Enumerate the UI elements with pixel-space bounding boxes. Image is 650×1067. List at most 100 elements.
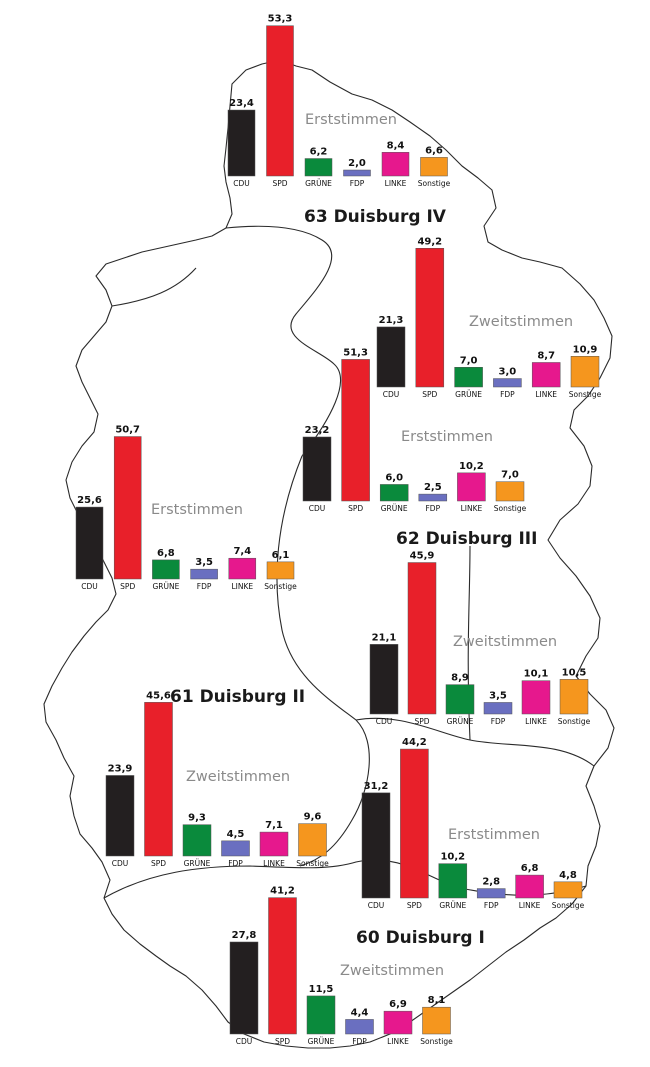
chart-60-zweitstimmen-bar-sonstige <box>422 1006 451 1035</box>
chart-61-zweitstimmen-title: Zweitstimmen <box>186 769 290 785</box>
chart-63-erststimmen-label-sonstige: Sonstige <box>418 179 451 188</box>
chart-63-erststimmen-value-gruene: 6,2 <box>310 147 328 158</box>
chart-60-erststimmen-value-cdu: 31,2 <box>364 781 389 792</box>
chart-63-erststimmen-bar-cdu <box>227 109 256 177</box>
chart-62-zweitstimmen-title: Zweitstimmen <box>453 634 557 650</box>
chart-61-erststimmen-label-sonstige: Sonstige <box>264 582 297 591</box>
chart-63-zweitstimmen-value-linke: 8,7 <box>537 350 555 361</box>
chart-60-zweitstimmen-bar-linke <box>383 1010 413 1035</box>
chart-60-zweitstimmen-bar-cdu <box>229 941 259 1035</box>
chart-60-zweitstimmen-bar-spd <box>268 897 297 1035</box>
chart-63-zweitstimmen-label-sonstige: Sonstige <box>569 390 602 399</box>
chart-63-zweitstimmen-label-fdp: FDP <box>500 390 515 399</box>
chart-63-zweitstimmen-title: Zweitstimmen <box>469 314 573 330</box>
chart-62-erststimmen-bar-sonstige <box>495 481 525 502</box>
chart-61-erststimmen: Erststimmen 25,6 CDU 50,7 SPD 6,8 GRÜNE 3,5 FDP 7… <box>75 425 297 591</box>
chart-61-zweitstimmen-label-linke: LINKE <box>263 859 285 868</box>
district-label-62: 62 Duisburg III <box>396 529 537 549</box>
chart-61-erststimmen-label-cdu: CDU <box>81 582 98 591</box>
chart-62-erststimmen-label-sonstige: Sonstige <box>494 504 527 513</box>
chart-62-erststimmen-label-spd: SPD <box>348 504 363 513</box>
city-outer-boundary <box>43 59 615 1049</box>
chart-62-erststimmen-bar-cdu <box>302 436 332 502</box>
chart-60-zweitstimmen-value-sonstige: 8,1 <box>428 995 446 1006</box>
chart-62-erststimmen-label-gruene: GRÜNE <box>381 504 408 513</box>
chart-62-zweitstimmen-label-linke: LINKE <box>525 717 547 726</box>
chart-62-erststimmen-value-cdu: 23,2 <box>305 425 330 436</box>
chart-63-erststimmen-label-spd: SPD <box>272 179 287 188</box>
chart-61-zweitstimmen-value-linke: 7,1 <box>265 820 283 831</box>
chart-62-erststimmen-bar-linke <box>457 472 486 502</box>
chart-61-erststimmen-label-gruene: GRÜNE <box>152 582 179 591</box>
chart-62-erststimmen-value-sonstige: 7,0 <box>501 470 519 481</box>
chart-61-erststimmen-bar-spd <box>113 436 142 580</box>
chart-63-zweitstimmen-label-linke: LINKE <box>535 390 557 399</box>
chart-60-erststimmen-bar-linke <box>515 874 544 899</box>
chart-61-erststimmen-bar-linke <box>228 557 257 580</box>
chart-63-erststimmen-title: Erststimmen <box>305 112 397 128</box>
chart-61-zweitstimmen-value-fdp: 4,5 <box>227 829 245 840</box>
chart-60-erststimmen-value-spd: 44,2 <box>402 737 427 748</box>
chart-61-zweitstimmen-label-sonstige: Sonstige <box>296 859 329 868</box>
chart-62-zweitstimmen-bar-spd <box>407 562 437 715</box>
chart-63-erststimmen-bar-spd <box>266 25 294 177</box>
chart-63-erststimmen-label-cdu: CDU <box>233 179 250 188</box>
chart-60-zweitstimmen-value-gruene: 11,5 <box>309 984 334 995</box>
chart-63-zweitstimmen-bar-sonstige <box>570 356 600 388</box>
chart-62-erststimmen-bar-spd <box>341 359 370 502</box>
chart-61-erststimmen-bar-fdp <box>190 568 218 580</box>
chart-61-zweitstimmen-label-gruene: GRÜNE <box>184 859 211 868</box>
chart-63-erststimmen-value-cdu: 23,4 <box>229 98 254 109</box>
chart-61-zweitstimmen-value-cdu: 23,9 <box>108 763 133 774</box>
chart-62-erststimmen: Erststimmen 23,2 CDU 51,3 SPD 6,0 GRÜNE 2,5 FDP 1… <box>302 347 527 513</box>
chart-61-zweitstimmen-bar-spd <box>144 702 173 857</box>
chart-61-zweitstimmen-value-spd: 45,6 <box>146 690 171 701</box>
district-label-61: 61 Duisburg II <box>170 687 305 707</box>
chart-63-zweitstimmen-bar-cdu <box>376 326 406 388</box>
chart-62-zweitstimmen-value-fdp: 3,5 <box>489 690 507 701</box>
chart-60-erststimmen: Erststimmen 31,2 CDU 44,2 SPD 10,2 GRÜNE 2,8 FDP… <box>361 737 585 910</box>
chart-61-zweitstimmen-bar-linke <box>259 831 289 857</box>
chart-60-zweitstimmen-title: Zweitstimmen <box>340 963 444 979</box>
district-label-63: 63 Duisburg IV <box>304 207 447 227</box>
chart-62-zweitstimmen-value-cdu: 21,1 <box>372 632 397 643</box>
district-border-63-62 <box>225 225 342 457</box>
chart-60-erststimmen-value-linke: 6,8 <box>521 863 539 874</box>
chart-62-erststimmen-value-linke: 10,2 <box>459 461 484 472</box>
chart-60-zweitstimmen-label-gruene: GRÜNE <box>308 1037 335 1046</box>
chart-60-erststimmen-bar-spd <box>400 748 429 899</box>
chart-63-zweitstimmen-bar-linke <box>531 362 561 388</box>
chart-62-zweitstimmen-bar-linke <box>521 680 551 715</box>
chart-63-erststimmen-value-sonstige: 6,6 <box>425 145 443 156</box>
chart-62-zweitstimmen-label-spd: SPD <box>414 717 429 726</box>
chart-60-erststimmen-value-gruene: 10,2 <box>440 852 465 863</box>
chart-61-erststimmen-value-fdp: 3,5 <box>195 557 213 568</box>
district-border-62-60 <box>355 717 595 767</box>
chart-60-erststimmen-bar-cdu <box>361 792 391 899</box>
chart-63-zweitstimmen-bar-gruene <box>454 367 483 388</box>
chart-63-zweitstimmen: Zweitstimmen 21,3 CDU 49,2 SPD 7,0 GRÜNE 3,0 FDP… <box>376 236 602 399</box>
chart-60-zweitstimmen-value-linke: 6,9 <box>389 999 407 1010</box>
chart-60-zweitstimmen-value-spd: 41,2 <box>270 886 295 897</box>
chart-60-zweitstimmen-bar-fdp <box>345 1019 374 1035</box>
chart-61-erststimmen-bar-sonstige <box>266 561 295 580</box>
chart-62-erststimmen-label-cdu: CDU <box>309 504 326 513</box>
chart-60-zweitstimmen-bar-gruene <box>306 995 336 1035</box>
chart-60-erststimmen-bar-fdp <box>476 888 506 899</box>
chart-62-zweitstimmen-bar-fdp <box>483 702 513 715</box>
chart-63-zweitstimmen-label-cdu: CDU <box>383 390 400 399</box>
chart-60-erststimmen-label-gruene: GRÜNE <box>439 901 466 910</box>
chart-61-erststimmen-value-spd: 50,7 <box>115 425 140 436</box>
chart-62-zweitstimmen-label-gruene: GRÜNE <box>447 717 474 726</box>
chart-60-erststimmen-bar-sonstige <box>553 881 583 899</box>
chart-63-erststimmen-bar-linke <box>381 152 410 177</box>
chart-63-erststimmen-label-gruene: GRÜNE <box>305 179 332 188</box>
chart-62-erststimmen-bar-gruene <box>379 484 409 502</box>
chart-62-erststimmen-value-gruene: 6,0 <box>385 472 403 483</box>
chart-61-zweitstimmen-bar-fdp <box>221 840 250 857</box>
chart-61-zweitstimmen-bar-cdu <box>105 775 135 857</box>
chart-62-zweitstimmen-value-sonstige: 10,5 <box>562 667 587 678</box>
chart-63-zweitstimmen-bar-spd <box>415 248 445 388</box>
chart-61-zweitstimmen-value-gruene: 9,3 <box>188 813 206 824</box>
